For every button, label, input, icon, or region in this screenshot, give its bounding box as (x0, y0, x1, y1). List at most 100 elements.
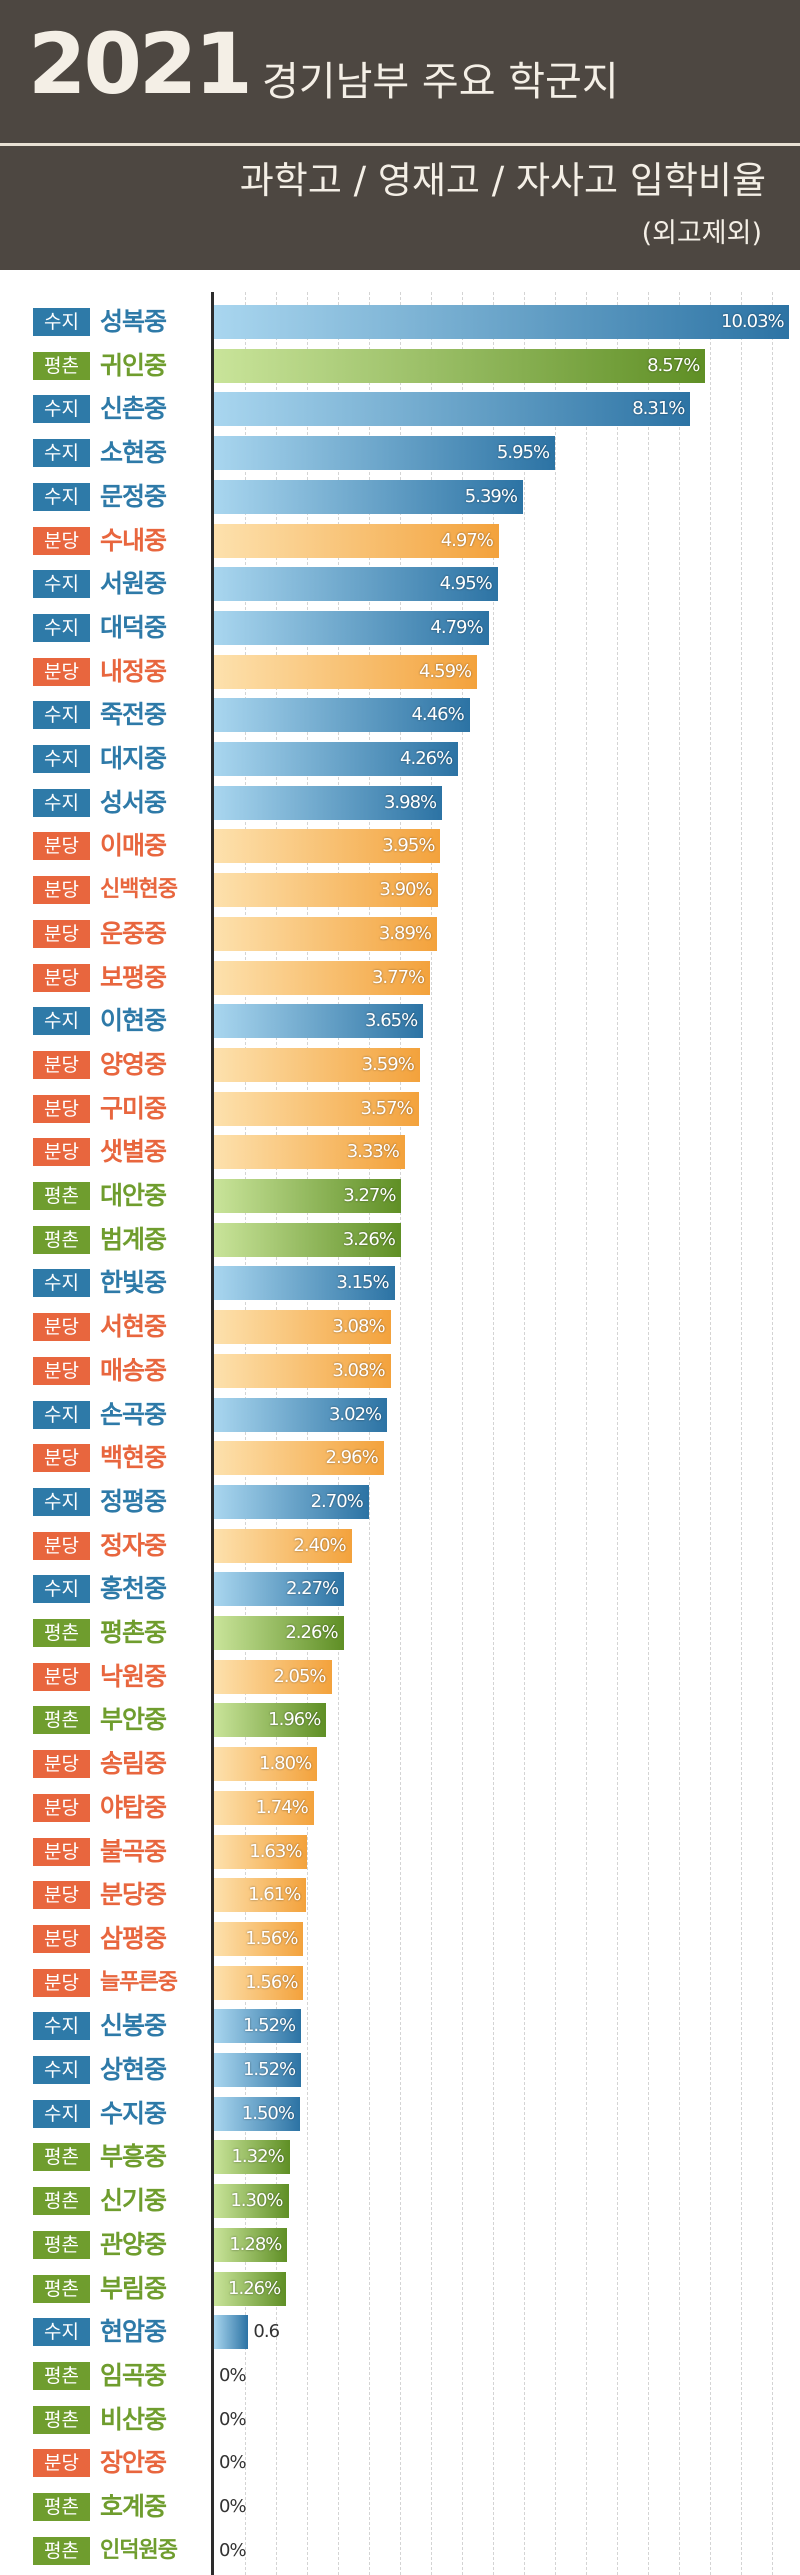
bar (214, 2009, 302, 2044)
bar-row: 평촌 관양중 1.28% (0, 2223, 800, 2266)
gridline (524, 292, 525, 2575)
region-badge: 분당 (33, 832, 90, 861)
school-label: 신촌중 (100, 394, 167, 424)
bar (214, 2315, 249, 2350)
region-badge: 수지 (33, 395, 90, 424)
value-label: 1.80% (259, 1753, 312, 1775)
bar-row: 평촌 평촌중 2.26% (0, 1611, 800, 1654)
bar (214, 829, 441, 864)
bar-row: 수지 수지중 1.50% (0, 2092, 800, 2135)
school-label: 범계중 (100, 1224, 167, 1254)
value-label: 3.98% (383, 791, 437, 813)
value-label: 3.15% (336, 1272, 389, 1294)
school-label: 야탑중 (100, 1792, 167, 1822)
region-badge: 분당 (33, 1138, 90, 1167)
value-label: 1.61% (248, 1884, 301, 1906)
header-note: (외고제외) (641, 218, 762, 249)
value-label: 2.70% (310, 1490, 364, 1512)
value-label: 3.26% (342, 1228, 396, 1250)
value-label: 4.26% (400, 748, 453, 769)
region-badge: 수지 (33, 2318, 90, 2347)
bar (214, 348, 706, 383)
region-badge: 분당 (33, 963, 90, 992)
school-label: 대안중 (100, 1181, 167, 1210)
gridline (555, 292, 556, 2575)
region-badge: 분당 (33, 1750, 90, 1779)
bar (214, 2140, 290, 2175)
bar-row: 분당 운중중 3.89% (0, 912, 800, 955)
school-label: 이매중 (100, 831, 167, 861)
bar (214, 1834, 308, 1869)
region-badge: 수지 (33, 1007, 90, 1036)
region-badge: 수지 (33, 745, 90, 773)
school-label: 호계중 (100, 2492, 167, 2521)
school-label: 늘푸른중 (100, 1969, 178, 1995)
bar-row: 평촌 부림중 1.26% (0, 2267, 800, 2310)
bar (214, 698, 470, 733)
value-label: 5.39% (464, 485, 518, 507)
bar-row: 분당 삼평중 1.56% (0, 1917, 800, 1960)
bar-row: 평촌 대안중 3.27% (0, 1174, 800, 1217)
bar-row: 분당 서현중 3.08% (0, 1305, 800, 1348)
value-label: 3.90% (379, 879, 432, 901)
bar-row: 분당 샛별중 3.33% (0, 1130, 800, 1173)
region-badge: 분당 (33, 1968, 90, 1997)
gridline (276, 292, 277, 2575)
region-badge: 분당 (33, 1531, 90, 1560)
region-badge: 분당 (33, 657, 90, 686)
gridline (710, 292, 711, 2575)
bar (214, 1659, 332, 1694)
bar (214, 1484, 369, 1519)
bar (214, 305, 789, 339)
bar-row: 분당 송림중 1.80% (0, 1742, 800, 1785)
bar-row: 수지 손곡중 3.02% (0, 1393, 800, 1436)
school-label: 이현중 (100, 1006, 167, 1036)
bar-row: 수지 성서중 3.98% (0, 781, 800, 824)
bar-row: 평촌 부안중 1.96% (0, 1698, 800, 1741)
gridline (586, 292, 587, 2575)
school-label: 정평중 (100, 1486, 167, 1516)
school-label: 소현중 (100, 438, 167, 468)
value-label: 3.57% (360, 1097, 413, 1119)
bar (214, 1616, 344, 1650)
bar (214, 2053, 302, 2087)
value-label: 1.52% (242, 2059, 296, 2080)
bar (214, 1004, 424, 1039)
header-title: 경기남부 주요 학군지 (262, 59, 619, 105)
school-label: 성서중 (100, 787, 167, 817)
bar (214, 654, 478, 689)
region-badge: 수지 (33, 570, 90, 599)
bar (214, 1921, 304, 1956)
value-label: 1.30% (230, 2190, 283, 2212)
region-badge: 평촌 (33, 2493, 90, 2521)
bar-row: 수지 현암중 0.6 (0, 2310, 800, 2353)
value-label: 0.6 (253, 2321, 280, 2343)
region-badge: 분당 (33, 1444, 90, 1473)
region-badge: 평촌 (33, 1182, 90, 1210)
school-label: 송림중 (100, 1749, 167, 1779)
bar-row: 수지 죽전중 4.46% (0, 693, 800, 736)
gridline (617, 292, 618, 2575)
bar (214, 479, 523, 514)
value-label: 3.08% (332, 1359, 385, 1381)
region-badge: 평촌 (33, 2187, 90, 2216)
value-label: 2.26% (285, 1622, 338, 1643)
school-label: 수내중 (100, 525, 167, 555)
gridline (369, 292, 370, 2575)
value-label: 3.08% (332, 1316, 385, 1338)
region-badge: 분당 (33, 2449, 90, 2478)
gridline (648, 292, 649, 2575)
bar (214, 523, 499, 558)
school-label: 운중중 (100, 918, 167, 948)
bar-row: 분당 보평중 3.77% (0, 956, 800, 999)
gridline (741, 292, 742, 2575)
school-label: 수지중 (100, 2098, 167, 2128)
school-label: 대덕중 (100, 612, 167, 642)
school-label: 손곡중 (100, 1399, 167, 1429)
bar-row: 수지 홍천중 2.27% (0, 1567, 800, 1610)
region-badge: 수지 (33, 308, 90, 336)
value-label: 0% (219, 2496, 247, 2517)
school-label: 죽전중 (100, 700, 167, 730)
region-badge: 수지 (33, 439, 90, 468)
header-year: 2021 (28, 15, 253, 113)
